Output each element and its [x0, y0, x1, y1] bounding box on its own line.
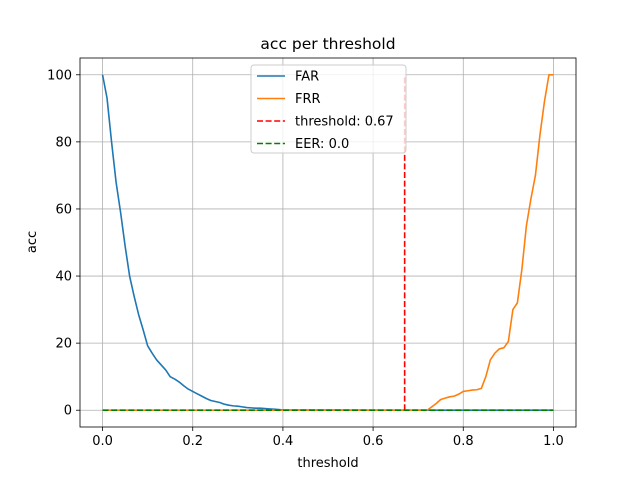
y-axis-label: acc	[25, 231, 40, 253]
x-tick-label: 0.0	[92, 434, 113, 449]
legend: FAR FRR threshold: 0.67 EER: 0.0	[250, 64, 407, 154]
legend-label: FRR	[295, 92, 321, 107]
x-tick-label: 0.2	[182, 434, 203, 449]
series-layer	[101, 73, 554, 412]
y-axis-ticks: 0 20 40 60 80 100	[47, 68, 80, 419]
plot-frame	[79, 57, 577, 428]
y-tick-label: 80	[55, 135, 72, 150]
series-line-far	[101, 74, 554, 412]
y-tick-label: 0	[64, 404, 72, 419]
legend-label: threshold: 0.67	[295, 115, 394, 130]
x-axis-ticks: 0.0 0.2 0.4 0.6 0.8 1.0	[92, 427, 564, 449]
y-tick-label: 60	[55, 202, 72, 217]
x-tick-label: 0.4	[273, 434, 294, 449]
x-tick-label: 1.0	[543, 434, 564, 449]
legend-box	[250, 64, 407, 154]
legend-label: EER: 0.0	[295, 137, 349, 152]
x-tick-label: 0.6	[363, 434, 384, 449]
chart-title: acc per threshold	[260, 35, 395, 53]
x-tick-label: 0.8	[453, 434, 474, 449]
y-tick-label: 100	[47, 68, 72, 83]
legend-label: FAR	[295, 70, 319, 85]
y-tick-label: 20	[55, 337, 72, 352]
y-tick-label: 40	[55, 270, 72, 285]
x-axis-label: threshold	[297, 456, 358, 471]
